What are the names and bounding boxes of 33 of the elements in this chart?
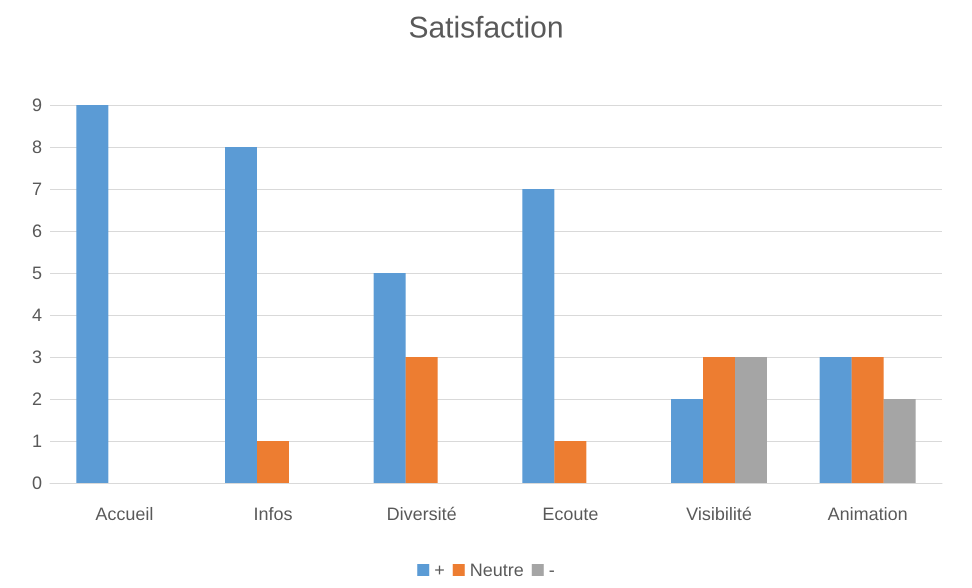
y-tick-label: 2 xyxy=(32,389,42,409)
bar xyxy=(374,273,406,483)
bar xyxy=(852,357,884,483)
y-tick-label: 6 xyxy=(32,221,42,241)
y-tick-label: 9 xyxy=(32,95,42,115)
bar xyxy=(884,399,916,483)
x-tick-label: Diversité xyxy=(386,504,457,524)
x-tick-label: Animation xyxy=(828,504,908,524)
y-tick-label: 4 xyxy=(32,305,42,325)
bar xyxy=(820,357,852,483)
bar xyxy=(522,189,554,483)
x-tick-label: Ecoute xyxy=(542,504,598,524)
bar xyxy=(406,357,438,483)
y-tick-label: 7 xyxy=(32,179,42,199)
y-tick-label: 8 xyxy=(32,137,42,157)
x-tick-label: Visibilité xyxy=(686,504,752,524)
legend-label: Neutre xyxy=(470,560,524,580)
bar xyxy=(671,399,703,483)
bar xyxy=(76,105,108,483)
y-tick-label: 5 xyxy=(32,263,42,283)
legend-label: - xyxy=(548,560,555,580)
bar xyxy=(703,357,735,483)
x-tick-label: Infos xyxy=(253,504,293,524)
legend-label: + xyxy=(434,560,445,580)
bar xyxy=(225,147,257,483)
y-tick-label: 1 xyxy=(32,431,42,451)
bar xyxy=(257,441,289,483)
chart-title: Satisfaction xyxy=(408,12,564,44)
y-tick-label: 3 xyxy=(32,347,42,367)
x-tick-label: Accueil xyxy=(95,504,154,524)
bar xyxy=(554,441,586,483)
y-tick-label: 0 xyxy=(32,473,42,493)
bar xyxy=(735,357,767,483)
